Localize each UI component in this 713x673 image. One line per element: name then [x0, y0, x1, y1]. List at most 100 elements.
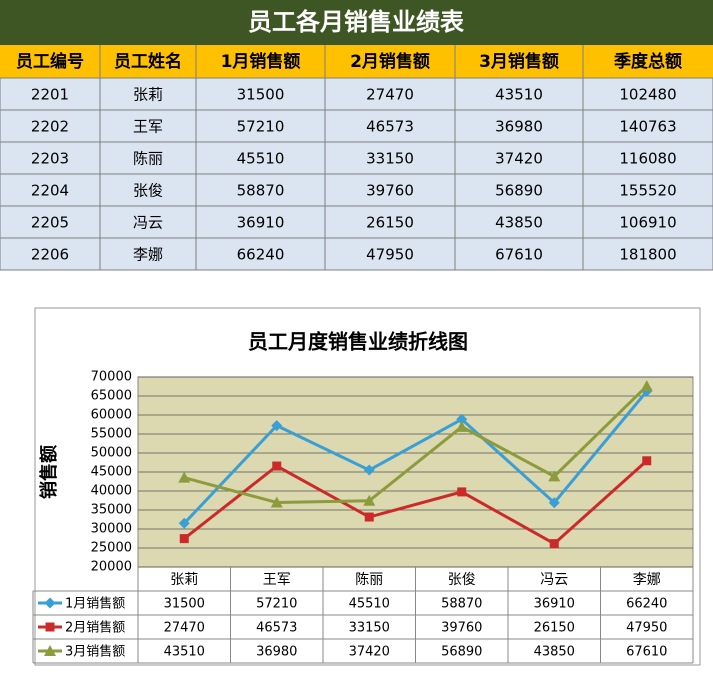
cell: 36910: [237, 214, 285, 232]
header-cell: 1月销售额: [221, 51, 301, 72]
y-tick-label: 50000: [91, 446, 132, 461]
data-label: 67610: [626, 645, 667, 660]
series-line: [183, 459, 648, 546]
legend-label: 1月销售额: [65, 596, 125, 612]
header-row: [0, 45, 713, 78]
cell: 2202: [31, 118, 69, 136]
data-label: 47950: [626, 621, 667, 636]
marker: [179, 534, 189, 544]
x-tick-label: 冯云: [540, 572, 568, 588]
cell: 116080: [619, 150, 676, 168]
cell: 33150: [366, 150, 414, 168]
cell: 181800: [619, 246, 676, 264]
legend-label: 2月销售额: [65, 620, 125, 636]
marker: [456, 413, 468, 425]
x-tick-label: 王军: [263, 572, 291, 588]
marker: [640, 380, 653, 392]
row: [0, 141, 713, 175]
y-tick-label: 55000: [91, 427, 132, 442]
y-tick-label: 20000: [91, 560, 132, 575]
y-tick-label: 45000: [91, 465, 132, 480]
cell: 47950: [366, 246, 414, 264]
data-label: 37420: [349, 645, 390, 660]
cell: 43510: [495, 86, 543, 104]
y-axis-label: 销售额: [38, 445, 60, 499]
chart-title: 员工月度销售业绩折线图: [248, 330, 468, 354]
cell: 陈丽: [133, 150, 163, 168]
x-tick-label: 李娜: [633, 572, 661, 588]
marker: [178, 517, 190, 529]
header-cell: 3月销售额: [479, 51, 559, 72]
y-tick-label: 65000: [91, 389, 132, 404]
y-tick-label: 40000: [91, 484, 132, 499]
y-tick-label: 30000: [91, 522, 132, 537]
data-label: 33150: [349, 621, 390, 636]
data-label: 43510: [164, 645, 205, 660]
cell: 2201: [31, 86, 69, 104]
data-label: 36910: [534, 597, 575, 612]
header-cell: 2月销售额: [350, 51, 430, 72]
marker: [642, 456, 652, 466]
title-bar: [0, 0, 713, 45]
cell: 45510: [237, 150, 285, 168]
data-label: 26150: [534, 621, 575, 636]
table-title: 员工各月销售业绩表: [248, 8, 465, 36]
cell: 31500: [237, 86, 285, 104]
data-label: 39760: [441, 621, 482, 636]
marker: [549, 539, 559, 549]
cell: 李娜: [133, 246, 163, 264]
data-label: 58870: [441, 597, 482, 612]
y-tick-label: 60000: [91, 408, 132, 423]
row: [0, 237, 713, 271]
cell: 57210: [237, 118, 285, 136]
marker: [364, 512, 374, 522]
cell: 43850: [495, 214, 543, 232]
marker: [178, 471, 191, 483]
marker: [44, 645, 56, 656]
cell: 2206: [31, 246, 69, 264]
header-cell: 季度总额: [614, 51, 682, 72]
data-label: 45510: [349, 597, 390, 612]
y-tick-label: 35000: [91, 503, 132, 518]
header-cell: 员工姓名: [114, 51, 182, 72]
row: [0, 109, 713, 143]
x-tick-label: 张俊: [448, 572, 476, 588]
legend-label: 3月销售额: [65, 644, 125, 660]
marker: [44, 597, 56, 609]
marker: [457, 487, 467, 497]
data-label: 46573: [256, 621, 297, 636]
marker: [363, 494, 376, 506]
marker: [270, 496, 283, 508]
cell: 2204: [31, 182, 69, 200]
cell: 张莉: [133, 86, 163, 104]
cell: 36980: [495, 118, 543, 136]
row: [0, 205, 713, 239]
series-line: [183, 385, 648, 504]
row: [0, 77, 713, 111]
data-label: 57210: [256, 597, 297, 612]
cell: 37420: [495, 150, 543, 168]
data-label: 36980: [256, 645, 297, 660]
cell: 2203: [31, 150, 69, 168]
marker: [45, 622, 55, 632]
marker: [363, 464, 375, 476]
marker: [272, 461, 282, 471]
cell: 155520: [619, 182, 676, 200]
x-tick-label: 张莉: [170, 572, 198, 588]
cell: 冯云: [133, 214, 163, 232]
data-label: 27470: [164, 621, 205, 636]
cell: 46573: [366, 118, 414, 136]
cell: 106910: [619, 214, 676, 232]
marker: [455, 420, 468, 432]
cell: 58870: [237, 182, 285, 200]
cell: 2205: [31, 214, 69, 232]
data-label: 31500: [164, 597, 205, 612]
header-cell: 员工编号: [16, 51, 84, 72]
y-tick-label: 25000: [91, 541, 132, 556]
row: [0, 173, 713, 207]
data-label: 56890: [441, 645, 482, 660]
cell: 39760: [366, 182, 414, 200]
data-label: 43850: [534, 645, 575, 660]
cell: 26150: [366, 214, 414, 232]
